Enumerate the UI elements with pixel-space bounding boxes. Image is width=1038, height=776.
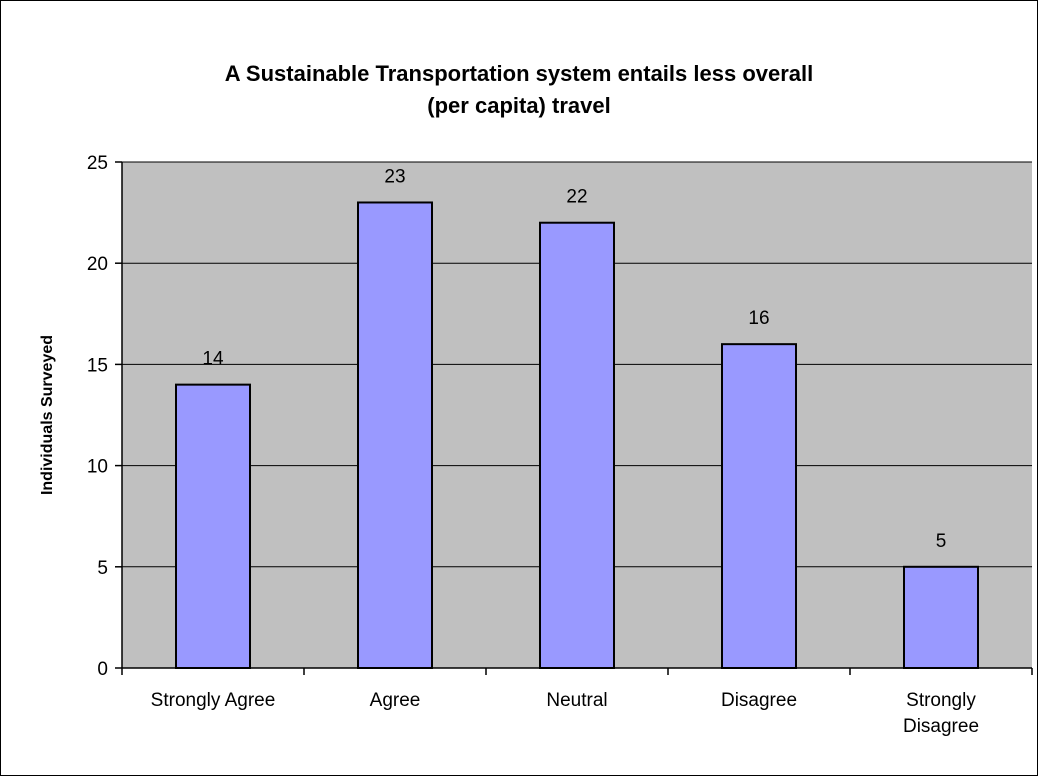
labels: 0 5 10 15 20 25 Strongly Agree Agree Neutral Disa… <box>87 153 979 737</box>
bars <box>175 201 979 669</box>
y-tick-label-2: 10 <box>87 457 108 478</box>
y-axis-title: Individuals Surveyed <box>39 335 56 495</box>
y-tick-label-5: 25 <box>87 153 108 174</box>
bar-2 <box>539 221 615 669</box>
x-tick-label-4: Strongly Disagree <box>903 690 979 737</box>
bar-3 <box>721 343 797 669</box>
x-tick-label-2: Neutral <box>546 690 607 711</box>
x-tick-label-0-line-0: Strongly Agree <box>151 690 276 711</box>
axes <box>115 161 1033 675</box>
x-tick-label-1-line-0: Agree <box>370 690 421 711</box>
data-label-2: 22 <box>566 187 587 208</box>
y-tick-label-1: 5 <box>97 558 108 579</box>
chart-title: A Sustainable Transportation system enta… <box>0 58 1038 122</box>
x-tick-label-3: Disagree <box>721 690 797 711</box>
x-tick-label-4-line-0: Strongly <box>906 690 976 711</box>
chart-title-line-2: (per capita) travel <box>427 93 611 118</box>
y-tick-label-0: 0 <box>97 659 108 680</box>
data-label-3: 16 <box>748 308 769 329</box>
x-tick-label-4-line-1: Disagree <box>903 716 979 737</box>
data-label-4: 5 <box>936 531 947 552</box>
y-tick-label-3: 15 <box>87 355 108 376</box>
x-tick-label-3-line-0: Disagree <box>721 690 797 711</box>
bar-0 <box>175 383 251 669</box>
x-tick-label-0: Strongly Agree <box>151 690 276 711</box>
data-label-0: 14 <box>202 349 224 370</box>
x-tick-label-2-line-0: Neutral <box>546 690 607 711</box>
x-tick-label-1: Agree <box>370 690 421 711</box>
bar-1 <box>357 201 433 669</box>
y-tick-label-4: 20 <box>87 254 108 275</box>
chart-title-line-1: A Sustainable Transportation system enta… <box>224 61 814 86</box>
data-label-1: 23 <box>384 166 405 187</box>
bar-4 <box>903 565 979 669</box>
